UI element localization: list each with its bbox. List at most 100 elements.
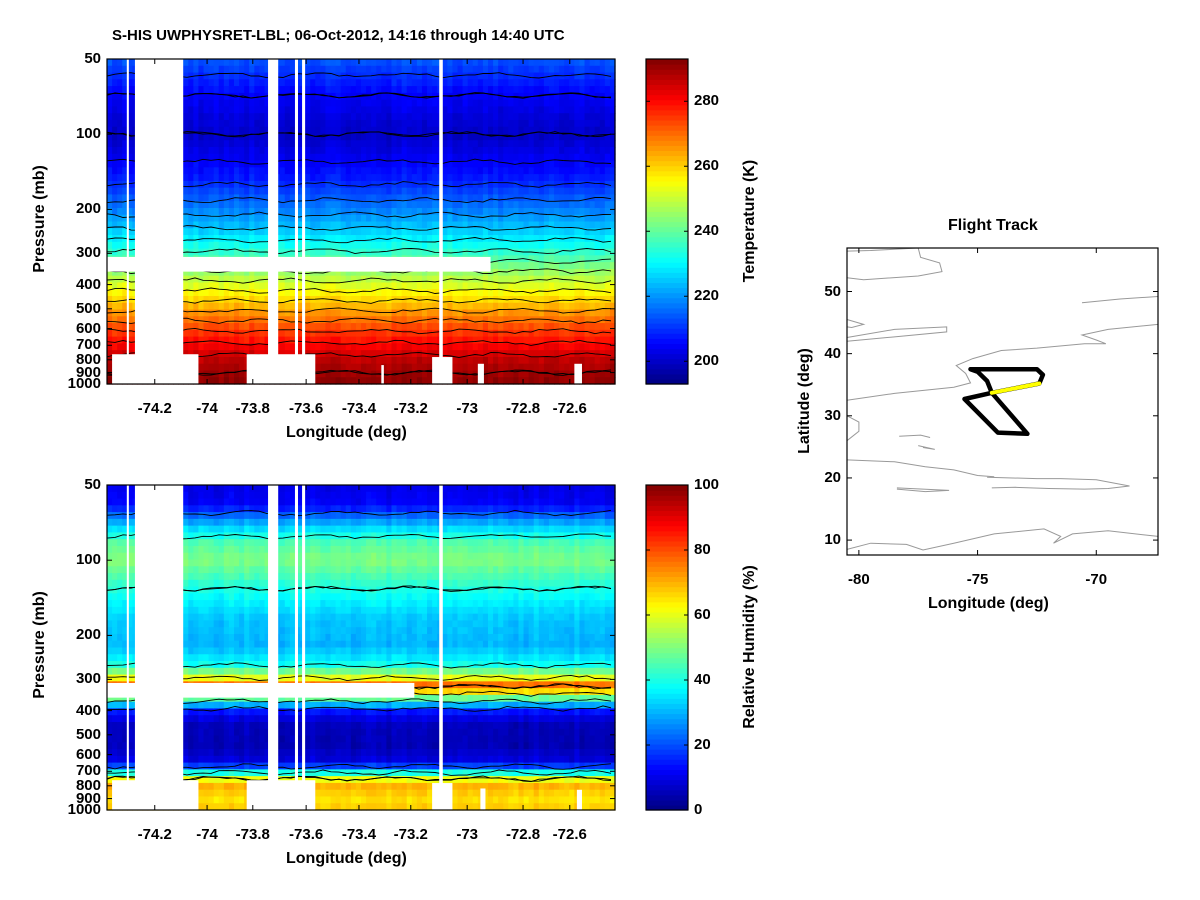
heatmap-cell: [188, 268, 194, 277]
heatmap-cell: [421, 207, 428, 216]
heatmap-cell: [609, 153, 616, 162]
heatmap-cell: [264, 194, 271, 202]
heatmap-cell: [239, 356, 245, 365]
heatmap-cell: [518, 316, 525, 324]
heatmap-cell: [411, 133, 418, 141]
heatmap-cell: [493, 59, 499, 67]
heatmap-cell: [528, 323, 535, 331]
heatmap-cell: [305, 282, 311, 290]
heatmap-cell: [564, 323, 570, 331]
heatmap-cell: [340, 119, 347, 128]
heatmap-cell: [467, 289, 474, 297]
heatmap-cell: [467, 323, 474, 331]
heatmap-cell: [264, 323, 271, 331]
heatmap-cell: [213, 59, 220, 67]
heatmap-cell: [584, 106, 591, 114]
heatmap-cell: [508, 140, 514, 148]
heatmap-cell: [472, 295, 479, 304]
heatmap-cell: [117, 187, 123, 196]
heatmap-cell: [127, 59, 133, 67]
heatmap-cell: [564, 343, 570, 351]
heatmap-cell: [406, 221, 413, 229]
heatmap-cell: [259, 350, 266, 358]
heatmap-cell: [284, 187, 291, 196]
heatmap-cell: [609, 336, 616, 344]
heatmap-cell: [493, 295, 499, 304]
heatmap-cell: [127, 228, 133, 236]
heatmap-cell: [305, 323, 311, 331]
heatmap-cell: [381, 363, 387, 372]
heatmap-cell: [594, 86, 601, 94]
heatmap-cell: [320, 180, 327, 189]
heatmap-cell: [457, 343, 464, 351]
heatmap-cell: [538, 370, 545, 378]
heatmap-cell: [488, 228, 494, 236]
heatmap-cell: [112, 282, 118, 290]
heatmap-cell: [264, 167, 271, 175]
heatmap-cell: [528, 194, 535, 202]
heatmap-cell: [589, 370, 596, 378]
heatmap-cell: [411, 235, 418, 243]
heatmap-cell: [599, 262, 606, 270]
heatmap-cell: [488, 106, 494, 114]
heatmap-cell: [366, 207, 372, 216]
heatmap-cell: [396, 275, 403, 284]
heatmap-cell: [401, 241, 408, 250]
heatmap-cell: [198, 343, 205, 351]
heatmap-cell: [249, 59, 255, 67]
heatmap-cell: [213, 79, 220, 87]
heatmap-cell: [315, 86, 321, 94]
colorbar-swatch: [646, 312, 688, 319]
heatmap-cell: [488, 295, 494, 304]
heatmap-cell: [234, 221, 240, 229]
heatmap-cell: [391, 126, 398, 135]
heatmap-cell: [467, 235, 474, 243]
heatmap-cell: [264, 207, 271, 216]
heatmap-cell: [112, 289, 118, 297]
heatmap-cell: [396, 59, 403, 67]
heatmap-cell: [447, 221, 454, 229]
heatmap-cell: [218, 92, 225, 101]
heatmap-cell: [183, 201, 189, 209]
heatmap-cell: [467, 160, 474, 168]
colorbar-swatch: [646, 94, 688, 101]
heatmap-cell: [310, 275, 316, 284]
heatmap-cell: [310, 194, 316, 202]
heatmap-cell: [599, 140, 606, 148]
heatmap-cell: [117, 343, 123, 351]
heatmap-cell: [457, 201, 464, 209]
heatmap-cell: [594, 235, 601, 243]
heatmap-cell: [325, 377, 332, 385]
heatmap-cell: [543, 356, 550, 365]
heatmap-cell: [406, 316, 413, 324]
heatmap-cell: [604, 316, 611, 324]
heatmap-cell: [213, 228, 220, 236]
heatmap-cell: [554, 316, 560, 324]
heatmap-cell: [244, 221, 250, 229]
heatmap-cell: [584, 160, 591, 168]
heatmap-cell: [345, 323, 352, 331]
heatmap-cell: [599, 221, 606, 229]
heatmap-cell: [498, 147, 504, 155]
heatmap-cell: [249, 316, 255, 324]
heatmap-cell: [493, 133, 499, 141]
heatmap-cell: [386, 113, 393, 121]
heatmap-cell: [447, 207, 454, 216]
heatmap-cell: [442, 99, 448, 107]
heatmap-cell: [447, 187, 454, 196]
heatmap-cell: [609, 72, 616, 80]
heatmap-cell: [579, 59, 586, 67]
heatmap-cell: [533, 302, 540, 311]
heatmap-cell: [482, 194, 489, 202]
heatmap-cell: [411, 343, 418, 351]
heatmap-cell: [218, 194, 225, 202]
heatmap-cell: [244, 275, 250, 284]
heatmap-cell: [107, 147, 113, 155]
heatmap-cell: [518, 92, 525, 101]
heatmap-cell: [533, 140, 540, 148]
heatmap-cell: [559, 147, 565, 155]
heatmap-cell: [386, 377, 393, 385]
heatmap-cell: [223, 268, 230, 277]
heatmap-cell: [340, 147, 347, 155]
heatmap-cell: [183, 343, 189, 351]
